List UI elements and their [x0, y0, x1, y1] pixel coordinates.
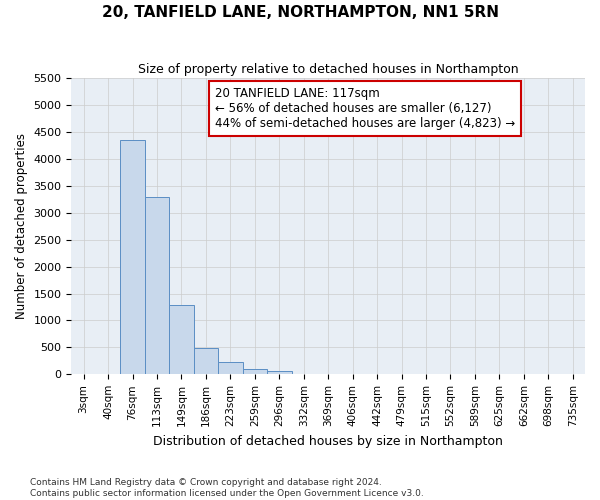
Bar	[194, 348, 218, 374]
Text: 20 TANFIELD LANE: 117sqm
← 56% of detached houses are smaller (6,127)
44% of sem: 20 TANFIELD LANE: 117sqm ← 56% of detach…	[215, 87, 515, 130]
Text: Contains HM Land Registry data © Crown copyright and database right 2024.
Contai: Contains HM Land Registry data © Crown c…	[30, 478, 424, 498]
Bar	[145, 196, 169, 374]
Bar	[218, 362, 242, 374]
Bar	[242, 370, 267, 374]
Title: Size of property relative to detached houses in Northampton: Size of property relative to detached ho…	[138, 62, 518, 76]
Bar	[121, 140, 145, 374]
X-axis label: Distribution of detached houses by size in Northampton: Distribution of detached houses by size …	[153, 434, 503, 448]
Bar	[267, 371, 292, 374]
Text: 20, TANFIELD LANE, NORTHAMPTON, NN1 5RN: 20, TANFIELD LANE, NORTHAMPTON, NN1 5RN	[101, 5, 499, 20]
Bar	[169, 306, 194, 374]
Y-axis label: Number of detached properties: Number of detached properties	[15, 133, 28, 319]
